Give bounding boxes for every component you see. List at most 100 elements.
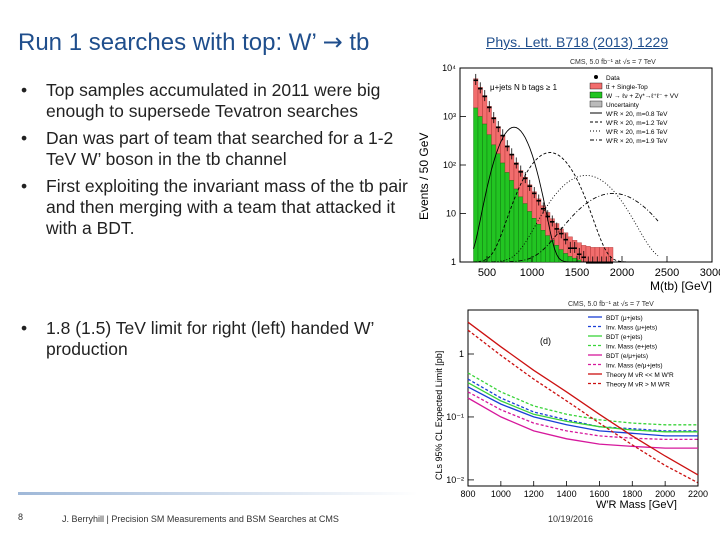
x-tick-label: 1000 [520,267,544,279]
wjets-bar [522,203,528,263]
reference-link[interactable]: Phys. Lett. B718 (2013) 1229 [486,34,669,50]
legend-label: Inv. Mass (e/μ+jets) [606,363,663,370]
y-tick-label: 10² [443,160,456,170]
bullet-list-2: • 1.8 (1.5) TeV limit for right (left) ha… [18,318,410,366]
data-point [599,262,604,264]
series-line [467,378,698,432]
x-axis-label: M(tb) [GeV] [650,279,712,293]
x-tick-label: 1600 [589,489,609,499]
y-tick-label: 10⁴ [442,63,456,73]
x-tick-label: 1200 [524,489,544,499]
legend-label: Theory M νR > M W′R [606,382,670,389]
legend-label: W → ℓν + Zγ*→ℓ⁺ℓ⁻ + VV [606,93,679,100]
bullet-text: 1.8 (1.5) TeV limit for right (left) han… [46,318,374,359]
legend-label: Uncertainty [606,102,640,109]
legend-label: Data [606,75,620,82]
legend-marker [589,82,603,90]
wjets-bar [477,116,483,263]
legend-label: BDT (e+jets) [606,334,643,341]
arrow-icon: → [322,28,343,56]
channel-label: μ+jets N b tags ≥ 1 [490,83,558,92]
page-number: 8 [18,512,24,522]
y-tick-label: 10³ [443,112,456,122]
y-tick-label: 1 [451,257,456,267]
chart-header: CMS, 5.0 fb⁻¹ at √s = 7 TeV [568,300,654,308]
legend-label: BDT (μ+jets) [606,315,643,322]
series-line [467,372,698,426]
wjets-bar [513,188,519,263]
legend-marker [589,91,603,99]
legend-label: W′R × 20, m=0.8 TeV [606,111,668,118]
bullet-item: • Top samples accumulated in 2011 were bi… [18,80,410,122]
legend-label: W′R × 20, m=1.6 TeV [606,129,668,136]
legend-label: Inv. Mass (e+jets) [606,344,657,351]
series-line [467,386,698,437]
series-line [467,382,698,433]
signal-line [473,152,658,263]
x-tick-label: 800 [460,489,475,499]
y-tick-label: 10⁻² [446,475,464,485]
x-tick-label: 1500 [565,267,589,279]
legend-label: W′R × 20, m=1.9 TeV [606,138,668,145]
x-tick-label: 1800 [622,489,642,499]
y-axis-label: Events / 50 GeV [417,133,431,220]
wjets-bar [572,257,578,263]
legend-marker [589,100,603,108]
mass-histogram-chart: CMS, 5.0 fb⁻¹ at √s = 7 TeV 1 10 10² 10³ 10⁴… [417,58,720,293]
wjets-bar [540,230,546,263]
wjets-bar [509,180,515,263]
y-tick-label: 10⁻¹ [446,412,464,422]
x-tick-label: 1400 [557,489,577,499]
bullet-text: First exploiting the invariant mass of t… [46,176,408,238]
title-right: tb [349,29,370,56]
legend-label: tt̄ + Single-Top [606,83,648,91]
y-tick-label: 1 [459,349,464,359]
x-tick-label: 1000 [491,489,511,499]
series-line [467,329,699,484]
wjets-bar [527,211,533,263]
bullet-item: • Dan was part of team that searched for … [18,128,410,170]
bullet-item: • First exploiting the invariant mass of … [18,176,410,239]
x-axis-label: W′R Mass [GeV] [596,499,677,510]
bullet-text: Top samples accumulated in 2011 were big… [46,80,381,121]
data-point [608,262,613,264]
bullet-dot: • [21,318,28,338]
legend-label: Inv. Mass (μ+jets) [606,325,657,332]
wjets-bar [545,235,551,263]
wjets-bar [536,224,542,263]
signal-line [473,192,659,263]
wjets-bar [563,253,569,263]
data-point [590,262,595,264]
series-line [467,391,698,441]
chart-header: CMS, 5.0 fb⁻¹ at √s = 7 TeV [570,58,656,66]
series-line [467,321,699,476]
data-point [595,262,600,264]
x-tick-label: 2000 [610,267,634,279]
data-point [604,262,609,264]
legend-label: Theory M νR << M W′R [606,372,674,379]
footer-divider [18,492,418,495]
signal-line [473,126,658,263]
data-point [586,262,591,264]
bullet-text: Dan was part of team that searched for a… [46,128,394,169]
title-left: Run 1 searches with top: W’ [18,29,316,56]
wjets-bar [486,134,492,263]
x-tick-label: 2000 [655,489,675,499]
x-tick-label: 2200 [688,489,708,499]
wjets-bar [500,162,506,263]
page-title: Run 1 searches with top: W’ → tb [18,28,369,57]
x-tick-label: 3000 [700,267,720,279]
wjets-bar [549,240,555,263]
bullet-dot: • [21,80,28,100]
y-tick-label: 10 [446,209,456,219]
bullet-dot: • [21,176,28,196]
footer-date: 10/19/2016 [548,514,594,524]
bullet-item: • 1.8 (1.5) TeV limit for right (left) ha… [18,318,410,360]
x-tick-label: 2500 [655,267,679,279]
plot-frame [467,309,699,487]
wjets-bar [567,256,573,263]
footer-text: J. Berryhill | Precision SM Measurements… [62,514,339,524]
expected-limit-chart: CMS, 5.0 fb⁻¹ at √s = 7 TeV 10⁻² 10⁻¹ 1 80… [434,300,708,510]
x-tick-label: 500 [478,267,496,279]
legend-marker [594,75,598,79]
